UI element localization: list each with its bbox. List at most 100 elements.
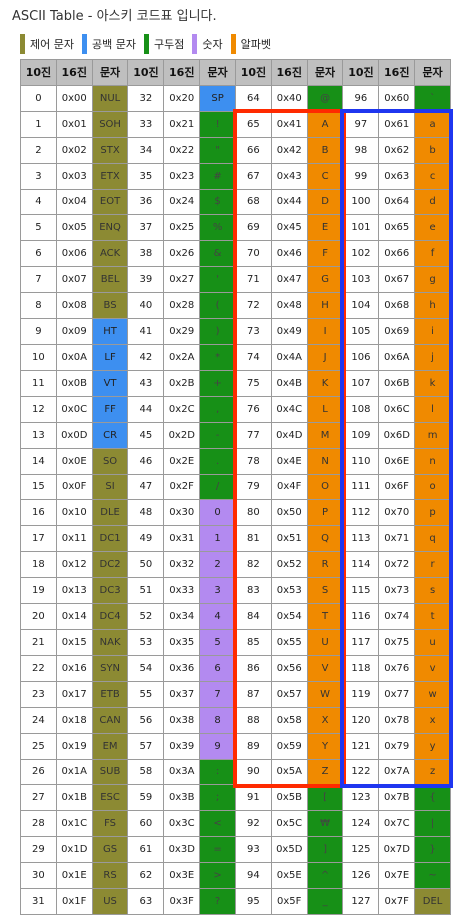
legend-label: 공백 문자 — [91, 38, 136, 51]
char-cell: @ — [307, 85, 343, 111]
decimal-cell: 55 — [128, 681, 164, 707]
hex-cell: 0x26 — [164, 241, 200, 267]
legend-label: 구두점 — [153, 38, 185, 51]
decimal-cell: 107 — [343, 370, 379, 396]
hex-cell: 0x19 — [56, 733, 92, 759]
hex-cell: 0x58 — [271, 707, 307, 733]
decimal-cell: 13 — [21, 422, 56, 448]
hex-cell: 0x43 — [271, 163, 307, 189]
hex-cell: 0x5F — [271, 889, 307, 914]
hex-cell: 0x0E — [56, 448, 92, 474]
decimal-cell: 4 — [21, 189, 56, 215]
hex-cell: 0x7F — [379, 889, 415, 914]
decimal-cell: 119 — [343, 681, 379, 707]
decimal-cell: 83 — [235, 578, 271, 604]
decimal-cell: 25 — [21, 733, 56, 759]
decimal-cell: 121 — [343, 733, 379, 759]
char-cell: l — [415, 396, 450, 422]
decimal-cell: 71 — [235, 267, 271, 293]
hex-cell: 0x1D — [56, 837, 92, 863]
decimal-cell: 82 — [235, 552, 271, 578]
hex-cell: 0x46 — [271, 241, 307, 267]
hex-cell: 0x79 — [379, 733, 415, 759]
legend-label: 숫자 — [202, 38, 223, 51]
char-cell: NAK — [92, 629, 128, 655]
char-cell: 2 — [200, 552, 235, 578]
decimal-cell: 12 — [21, 396, 56, 422]
decimal-cell: 62 — [128, 863, 164, 889]
char-cell: RS — [92, 863, 128, 889]
column-header: 16진 — [56, 60, 92, 85]
char-cell: V — [307, 655, 343, 681]
hex-cell: 0x67 — [379, 267, 415, 293]
decimal-cell: 5 — [21, 215, 56, 241]
decimal-cell: 67 — [235, 163, 271, 189]
char-cell: & — [200, 241, 235, 267]
char-cell: ETX — [92, 163, 128, 189]
hex-cell: 0x2C — [164, 396, 200, 422]
decimal-cell: 116 — [343, 604, 379, 629]
char-cell: + — [200, 370, 235, 396]
hex-cell: 0x31 — [164, 526, 200, 552]
char-cell: t — [415, 604, 450, 629]
char-cell: ; — [200, 785, 235, 811]
decimal-cell: 32 — [128, 85, 164, 111]
hex-cell: 0x44 — [271, 189, 307, 215]
decimal-cell: 81 — [235, 526, 271, 552]
decimal-cell: 118 — [343, 655, 379, 681]
hex-cell: 0x59 — [271, 733, 307, 759]
decimal-cell: 108 — [343, 396, 379, 422]
char-cell: u — [415, 629, 450, 655]
char-cell: % — [200, 215, 235, 241]
hex-cell: 0x01 — [56, 111, 92, 137]
decimal-cell: 38 — [128, 241, 164, 267]
legend: 제어 문자 공백 문자 구두점 숫자 알파벳 — [20, 34, 279, 54]
hex-cell: 0x74 — [379, 604, 415, 629]
char-cell: D — [307, 189, 343, 215]
hex-cell: 0x0D — [56, 422, 92, 448]
decimal-cell: 72 — [235, 293, 271, 319]
char-cell: LF — [92, 344, 128, 370]
decimal-cell: 105 — [343, 319, 379, 344]
char-cell: BEL — [92, 267, 128, 293]
char-cell: y — [415, 733, 450, 759]
column-header: 10진 — [235, 60, 271, 85]
char-cell: ) — [200, 319, 235, 344]
decimal-cell: 63 — [128, 889, 164, 914]
hex-cell: 0x7D — [379, 837, 415, 863]
column-header: 16진 — [379, 60, 415, 85]
hex-cell: 0x27 — [164, 267, 200, 293]
char-cell: s — [415, 578, 450, 604]
hex-cell: 0x05 — [56, 215, 92, 241]
char-cell: K — [307, 370, 343, 396]
hex-cell: 0x2D — [164, 422, 200, 448]
char-cell: Y — [307, 733, 343, 759]
decimal-cell: 46 — [128, 448, 164, 474]
char-cell: CR — [92, 422, 128, 448]
char-cell: S — [307, 578, 343, 604]
decimal-cell: 9 — [21, 319, 56, 344]
char-cell: B — [307, 137, 343, 163]
decimal-cell: 96 — [343, 85, 379, 111]
char-cell: O — [307, 474, 343, 500]
hex-cell: 0x60 — [379, 85, 415, 111]
char-cell: DC1 — [92, 526, 128, 552]
hex-cell: 0x2B — [164, 370, 200, 396]
hex-cell: 0x52 — [271, 552, 307, 578]
hex-cell: 0x30 — [164, 500, 200, 526]
char-cell: I — [307, 319, 343, 344]
hex-cell: 0x5D — [271, 837, 307, 863]
decimal-cell: 125 — [343, 837, 379, 863]
char-cell: 6 — [200, 655, 235, 681]
decimal-cell: 24 — [21, 707, 56, 733]
char-cell: L — [307, 396, 343, 422]
char-cell: ! — [200, 111, 235, 137]
hex-cell: 0x15 — [56, 629, 92, 655]
legend-swatch — [20, 34, 25, 54]
legend-item: 구두점 — [143, 34, 185, 54]
decimal-cell: 74 — [235, 344, 271, 370]
hex-cell: 0x76 — [379, 655, 415, 681]
hex-cell: 0x7A — [379, 759, 415, 785]
hex-cell: 0x6D — [379, 422, 415, 448]
char-cell: : — [200, 759, 235, 785]
